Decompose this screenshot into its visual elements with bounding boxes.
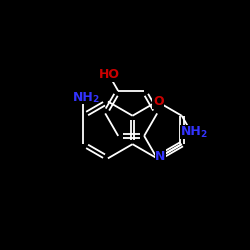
- Text: N: N: [155, 150, 166, 163]
- Text: 2: 2: [200, 130, 207, 139]
- Text: HO: HO: [98, 68, 119, 82]
- Text: 2: 2: [93, 95, 99, 104]
- Text: NH: NH: [73, 91, 94, 104]
- Text: NH: NH: [181, 125, 202, 138]
- Text: O: O: [153, 95, 164, 108]
